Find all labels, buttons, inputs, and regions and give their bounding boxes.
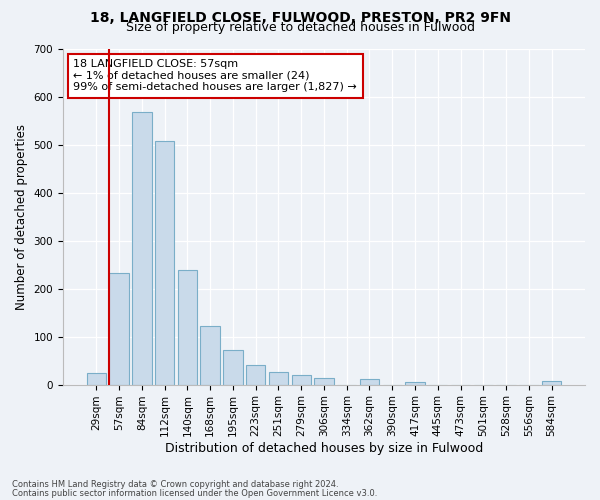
Text: 18 LANGFIELD CLOSE: 57sqm
← 1% of detached houses are smaller (24)
99% of semi-d: 18 LANGFIELD CLOSE: 57sqm ← 1% of detach… (73, 59, 357, 92)
Bar (86, 372, 106, 384)
Bar (155, 141, 174, 384)
Bar (132, 112, 152, 384)
Text: 18, LANGFIELD CLOSE, FULWOOD, PRESTON, PR2 9FN: 18, LANGFIELD CLOSE, FULWOOD, PRESTON, P… (89, 11, 511, 25)
Bar (360, 379, 379, 384)
Y-axis label: Number of detached properties: Number of detached properties (15, 124, 28, 310)
Text: Size of property relative to detached houses in Fulwood: Size of property relative to detached ho… (125, 22, 475, 35)
Bar (178, 270, 197, 384)
Bar (542, 381, 561, 384)
Bar (292, 375, 311, 384)
Text: Contains public sector information licensed under the Open Government Licence v3: Contains public sector information licen… (12, 488, 377, 498)
Bar (200, 326, 220, 384)
Bar (406, 382, 425, 384)
Bar (246, 366, 265, 384)
Bar (314, 378, 334, 384)
Bar (223, 350, 242, 384)
Bar (269, 372, 288, 384)
Text: Contains HM Land Registry data © Crown copyright and database right 2024.: Contains HM Land Registry data © Crown c… (12, 480, 338, 489)
X-axis label: Distribution of detached houses by size in Fulwood: Distribution of detached houses by size … (165, 442, 483, 455)
Bar (109, 274, 129, 384)
